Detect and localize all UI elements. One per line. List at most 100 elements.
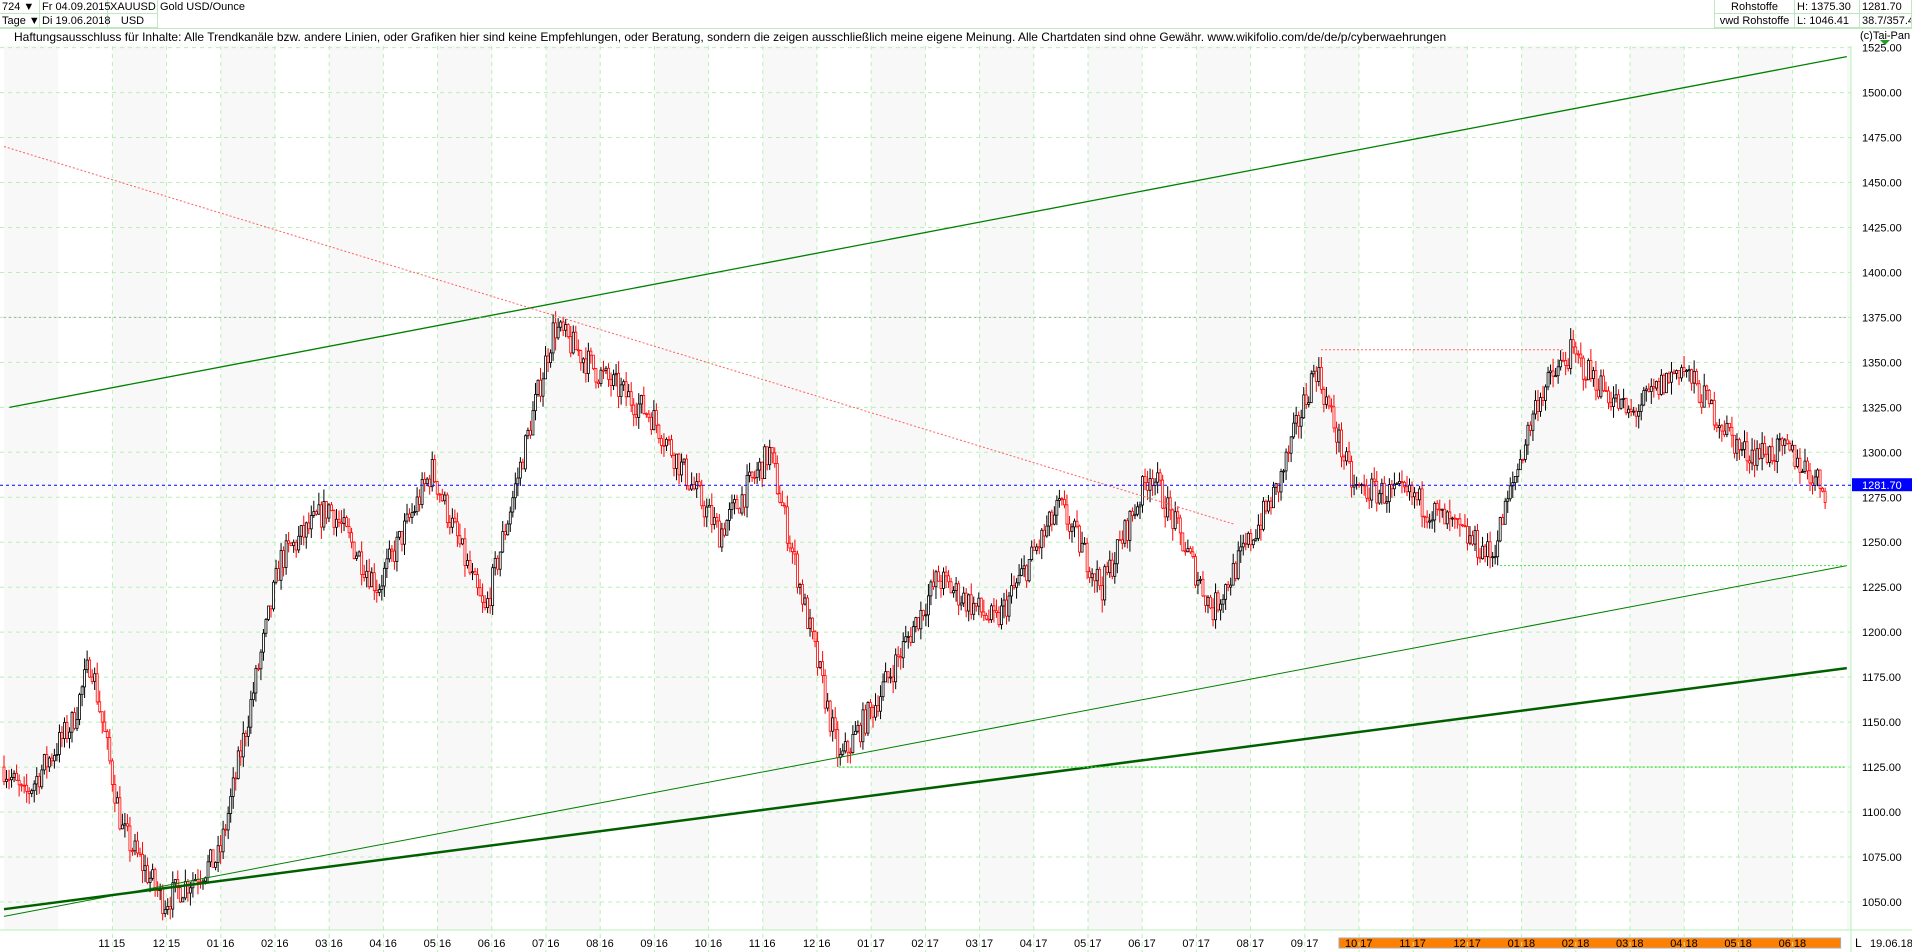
downtrend-line <box>3 146 1235 525</box>
candle <box>1816 468 1819 487</box>
candle <box>1309 370 1313 404</box>
candle <box>1070 523 1074 543</box>
candle <box>1108 550 1112 578</box>
candle <box>42 753 46 775</box>
candle <box>380 574 384 601</box>
candle <box>1098 566 1102 591</box>
candle <box>63 717 66 748</box>
candle <box>1425 510 1429 529</box>
y-tick-label: 1400.00 <box>1862 267 1902 279</box>
candle <box>1229 577 1233 596</box>
month-shade <box>1738 46 1793 930</box>
candle <box>1818 469 1822 498</box>
candle <box>360 541 364 586</box>
bars-select[interactable]: 724 ▼ <box>0 0 40 14</box>
date-from[interactable]: Fr 04.09.2015 <box>40 0 111 14</box>
candle <box>491 563 495 615</box>
candle <box>584 347 588 383</box>
candle <box>1763 435 1767 458</box>
candle <box>773 447 777 468</box>
month-shade <box>546 46 601 930</box>
x-tick-label: 01 16 <box>207 938 235 950</box>
candle <box>1007 591 1011 622</box>
candle <box>438 492 442 503</box>
candle <box>244 730 248 747</box>
candle <box>1372 467 1376 487</box>
candle <box>758 457 762 481</box>
candle <box>226 806 230 840</box>
candle <box>1586 358 1590 381</box>
candle <box>1783 438 1787 455</box>
candle <box>1498 516 1502 543</box>
candle <box>866 701 870 737</box>
candle <box>78 692 81 726</box>
candle <box>551 314 555 361</box>
candle <box>972 596 976 621</box>
x-tick-label: 02 16 <box>261 938 289 950</box>
candle <box>813 629 817 648</box>
candle <box>612 369 615 391</box>
candle <box>1365 478 1369 503</box>
candle <box>1793 444 1797 470</box>
candle <box>181 896 185 903</box>
candle <box>874 693 877 721</box>
candle <box>1010 573 1013 604</box>
candle <box>1304 383 1308 409</box>
x-tick-label: 05 16 <box>424 938 452 950</box>
candle <box>581 357 585 374</box>
x-tick-label: 12 16 <box>803 938 831 950</box>
candle <box>443 491 447 505</box>
candle <box>592 354 595 371</box>
candle <box>816 631 819 676</box>
candle <box>725 519 729 536</box>
candle <box>909 627 913 647</box>
candle <box>131 847 134 856</box>
candle <box>1219 599 1222 621</box>
candle <box>748 462 751 483</box>
candle <box>1267 494 1270 514</box>
candle <box>1216 590 1220 613</box>
disclaimer-text: Haftungsausschluss für Inhalte: Alle Tre… <box>14 30 1447 44</box>
date-to[interactable]: Di 19.06.2018 <box>40 14 111 28</box>
candle <box>728 502 731 531</box>
candle <box>1539 392 1542 417</box>
candle <box>957 580 961 616</box>
candle <box>1093 573 1097 593</box>
candle <box>808 608 812 637</box>
candle <box>750 471 754 482</box>
candle <box>932 569 935 590</box>
candle <box>1574 341 1578 363</box>
candle <box>987 609 991 624</box>
candle <box>471 563 474 581</box>
candle <box>1264 499 1268 515</box>
candle <box>1501 513 1505 525</box>
candle <box>1566 358 1570 372</box>
period-select[interactable]: Tage ▼ <box>0 14 40 28</box>
candle <box>1307 396 1311 408</box>
candle <box>1181 532 1185 552</box>
candle <box>1796 449 1799 469</box>
candle <box>614 363 618 387</box>
candle <box>609 372 613 397</box>
candle <box>526 427 530 440</box>
candle <box>1178 514 1182 546</box>
candle <box>768 439 772 470</box>
candle <box>1312 364 1316 378</box>
candle <box>1508 477 1512 502</box>
candle <box>20 783 24 792</box>
candle <box>1461 524 1464 528</box>
candle <box>901 632 905 669</box>
candle <box>30 788 34 798</box>
candle <box>1347 441 1351 464</box>
candle <box>657 423 661 444</box>
candle <box>826 692 830 712</box>
last-price-badge <box>1852 478 1912 492</box>
candle <box>1017 564 1021 586</box>
month-shade <box>871 46 926 930</box>
candle <box>539 367 542 403</box>
candle <box>387 540 391 563</box>
candle <box>1697 379 1701 404</box>
y-tick-label: 1500.00 <box>1862 88 1902 100</box>
candle <box>1037 539 1041 555</box>
